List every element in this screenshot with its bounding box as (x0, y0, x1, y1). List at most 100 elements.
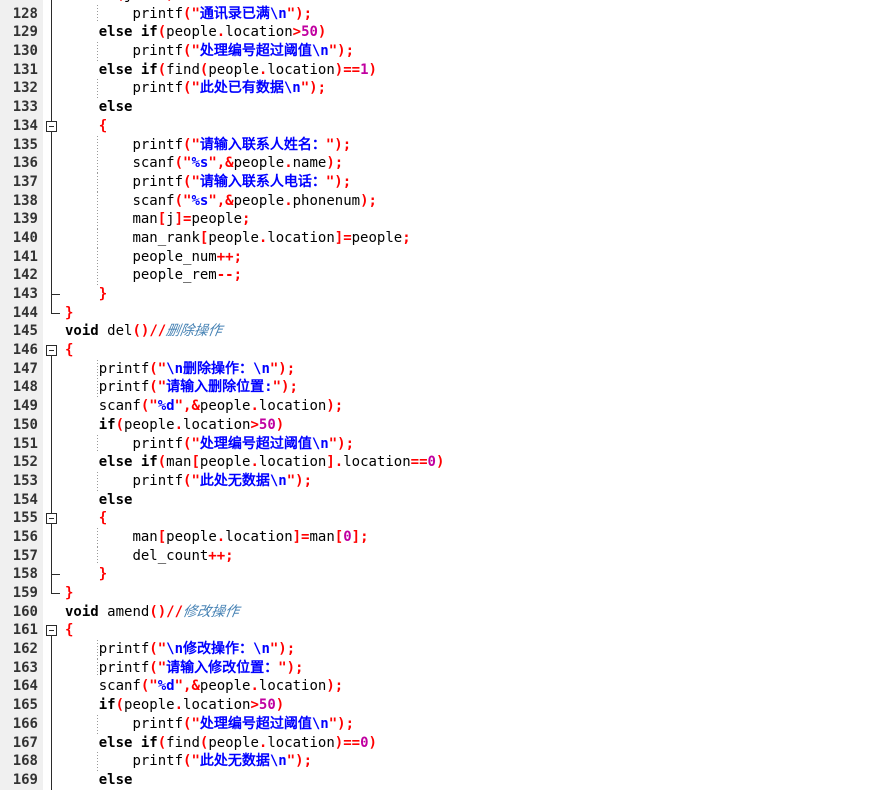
indent-guide-icon (97, 42, 98, 61)
code-text[interactable]: else if(man[people.location].location==0… (61, 453, 877, 472)
code-text[interactable]: } (61, 285, 877, 304)
fold-toggle-icon[interactable] (46, 513, 57, 525)
code-token: %s (191, 192, 209, 209)
code-line[interactable]: 149 scanf("%d",&people.location); (0, 397, 877, 416)
code-text[interactable]: printf("\n修改操作：\n"); (61, 640, 877, 659)
fold-line-icon (51, 471, 52, 491)
code-line[interactable]: 169 else (0, 770, 877, 790)
code-line[interactable]: 134 { (0, 116, 877, 136)
code-text[interactable]: printf("处理编号超过阈值\n"); (61, 434, 877, 454)
code-line[interactable]: 133 else (0, 98, 877, 117)
code-token: man (132, 211, 158, 228)
code-line[interactable]: 140 man_rank[people.location]=people; (0, 228, 877, 248)
fold-toggle-icon[interactable] (46, 120, 57, 132)
code-text[interactable]: scanf("%d",&people.location); (61, 677, 877, 696)
code-text[interactable]: man[j]=people; (61, 210, 877, 229)
code-line[interactable]: 128 printf("通讯录已满\n"); (0, 4, 877, 24)
code-text[interactable]: { (61, 341, 877, 360)
code-line[interactable]: 136 scanf("%s",&people.name); (0, 154, 877, 173)
fold-toggle-icon[interactable] (46, 345, 57, 357)
code-text[interactable]: } (61, 565, 877, 584)
code-text[interactable]: scanf("%s",&people.phonenum); (61, 191, 877, 211)
code-text[interactable]: { (61, 117, 877, 136)
fold-toggle-icon[interactable] (46, 625, 57, 637)
code-line[interactable]: 147 printf("\n删除操作：\n"); (0, 359, 877, 379)
code-line[interactable]: 137 printf("请输入联系人电话："); (0, 172, 877, 192)
code-text[interactable]: else (61, 98, 877, 117)
code-text[interactable]: printf("\n删除操作：\n"); (61, 359, 877, 379)
code-line[interactable]: 161 { (0, 621, 877, 641)
code-line[interactable]: 156 man[people.location]=man[0]; (0, 527, 877, 547)
code-text[interactable]: void del()//删除操作 (61, 322, 877, 341)
code-line[interactable]: 164 scanf("%d",&people.location); (0, 677, 877, 697)
code-text[interactable]: printf("此处无数据\n"); (61, 471, 877, 491)
code-line[interactable]: 152 else if(man[people.location].locatio… (0, 453, 877, 472)
code-line[interactable]: 138 scanf("%s",&people.phonenum); (0, 191, 877, 211)
code-line[interactable]: 141 people_num++; (0, 247, 877, 267)
code-line[interactable]: 139 man[j]=people; (0, 210, 877, 229)
code-line[interactable]: 130 printf("处理编号超过阈值\n"); (0, 42, 877, 61)
code-text[interactable]: else (61, 771, 877, 790)
line-number: 148 (0, 378, 43, 398)
code-line[interactable]: 163 printf("请输入修改位置："); (0, 658, 877, 678)
fold-margin (43, 658, 61, 678)
fold-margin (43, 434, 61, 454)
code-text[interactable]: printf("处理编号超过阈值\n"); (61, 42, 877, 61)
code-text[interactable]: void amend()//修改操作 (61, 603, 877, 622)
code-text[interactable]: else if(people.location>50) (61, 23, 877, 42)
code-text[interactable]: { (61, 509, 877, 528)
code-line[interactable]: 157 del_count++; (0, 546, 877, 566)
code-text[interactable]: if(j==51) (61, 0, 877, 5)
code-text[interactable]: printf("请输入删除位置:"); (61, 378, 877, 398)
code-line[interactable]: 148 printf("请输入删除位置:"); (0, 378, 877, 398)
code-line[interactable]: 129 else if(people.location>50) (0, 23, 877, 43)
code-text[interactable]: del_count++; (61, 546, 877, 566)
code-line[interactable]: 154 else (0, 490, 877, 510)
code-line[interactable]: 165 if(people.location>50) (0, 696, 877, 715)
code-text[interactable]: if(people.location>50) (61, 416, 877, 435)
code-line[interactable]: 143 } (0, 285, 877, 304)
code-text[interactable]: printf("请输入联系人电话："); (61, 172, 877, 192)
code-text[interactable]: man_rank[people.location]=people; (61, 228, 877, 248)
code-line[interactable]: 160 void amend()//修改操作 (0, 602, 877, 622)
code-text[interactable]: printf("此处已有数据\n"); (61, 79, 877, 99)
code-text[interactable]: if(people.location>50) (61, 696, 877, 715)
code-line[interactable]: 168 printf("此处无数据\n"); (0, 752, 877, 771)
code-text[interactable]: } (61, 304, 877, 323)
code-text[interactable]: man[people.location]=man[0]; (61, 527, 877, 547)
code-line[interactable]: 142 people_rem--; (0, 266, 877, 285)
code-text[interactable]: printf("处理编号超过阈值\n"); (61, 714, 877, 734)
code-line[interactable]: 131 else if(find(people.location)==1) (0, 60, 877, 80)
code-line[interactable]: 153 printf("此处无数据\n"); (0, 471, 877, 491)
code-text[interactable]: people_num++; (61, 247, 877, 267)
code-text[interactable]: else if(find(people.location)==0) (61, 734, 877, 753)
code-line[interactable]: 155 { (0, 509, 877, 528)
code-text[interactable]: scanf("%s",&people.name); (61, 154, 877, 173)
code-line[interactable]: 166 printf("处理编号超过阈值\n"); (0, 714, 877, 734)
code-line[interactable]: 135 printf("请输入联系人姓名："); (0, 135, 877, 155)
code-text[interactable]: printf("请输入联系人姓名："); (61, 135, 877, 155)
code-text[interactable]: printf("此处无数据\n"); (61, 752, 877, 771)
code-text[interactable]: else (61, 491, 877, 510)
code-line[interactable]: 145 void del()//删除操作 (0, 322, 877, 342)
code-text[interactable]: else if(find(people.location)==1) (61, 61, 877, 80)
code-line[interactable]: 150 if(people.location>50) (0, 415, 877, 435)
code-text[interactable]: people_rem--; (61, 266, 877, 285)
code-text[interactable]: } (61, 584, 877, 603)
code-text[interactable]: scanf("%d",&people.location); (61, 397, 877, 416)
code-token: [ (157, 211, 167, 228)
code-line[interactable]: 132 printf("此处已有数据\n"); (0, 79, 877, 99)
code-line[interactable]: 146 { (0, 341, 877, 360)
code-line[interactable]: 127 if(j==51) (0, 0, 877, 5)
code-text[interactable]: printf("请输入修改位置："); (61, 658, 877, 678)
code-line[interactable]: 162 printf("\n修改操作：\n"); (0, 640, 877, 659)
code-line[interactable]: 151 printf("处理编号超过阈值\n"); (0, 434, 877, 454)
code-line[interactable]: 159} (0, 584, 877, 603)
code-line[interactable]: 167 else if(find(people.location)==0) (0, 733, 877, 753)
code-line[interactable]: 158 } (0, 565, 877, 584)
code-line[interactable]: 144} (0, 303, 877, 323)
code-text[interactable]: printf("通讯录已满\n"); (61, 4, 877, 24)
code-token: location (258, 678, 327, 695)
code-text[interactable]: { (61, 621, 877, 640)
